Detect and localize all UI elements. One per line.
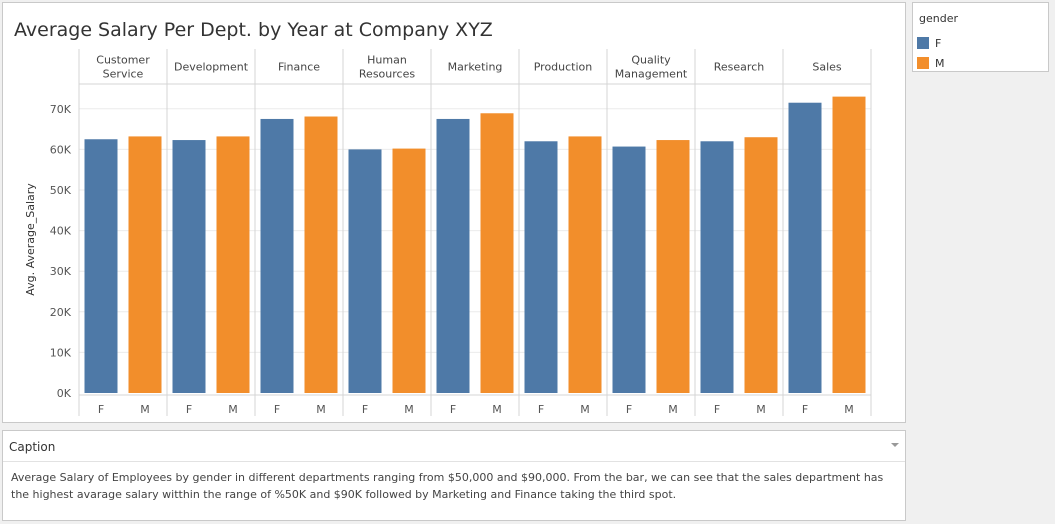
category-label: Quality [631, 54, 671, 67]
y-tick-label: 10K [50, 346, 72, 359]
legend-label-m: M [935, 56, 945, 70]
category-label: Finance [278, 61, 320, 74]
y-tick-label: 60K [50, 143, 72, 156]
category-label: Human [367, 54, 407, 67]
category-label: Service [103, 68, 144, 81]
legend-item-m[interactable]: M [917, 56, 945, 70]
x-tick-label: M [492, 403, 502, 416]
x-tick-label: F [714, 403, 720, 416]
caption-divider [3, 461, 905, 462]
x-tick-label: F [802, 403, 808, 416]
bar-chart: 0K 10K 20K 30K 40K 50K 60K 70K Avg. Average_Sala… [24, 49, 872, 416]
x-tick-label: F [450, 403, 456, 416]
legend-swatch-f [917, 37, 929, 49]
chart-panel: 0K 10K 20K 30K 40K 50K 60K 70K Avg. Average_Sala… [2, 2, 906, 423]
category-label: Customer [96, 54, 150, 67]
x-tick-label: F [626, 403, 632, 416]
y-tick-label: 50K [50, 184, 72, 197]
y-axis-title: Avg. Average_Salary [24, 183, 37, 296]
legend-label-f: F [935, 36, 942, 50]
legend-panel: gender F M [912, 2, 1049, 72]
caption-dropdown-icon[interactable] [891, 443, 899, 447]
bar-f [260, 118, 294, 393]
x-tick-label: M [668, 403, 678, 416]
x-tick-label: M [140, 403, 150, 416]
y-tick-label: 70K [50, 103, 72, 116]
category-label: Development [174, 61, 249, 74]
x-tick-label: F [186, 403, 192, 416]
bar-f [524, 141, 558, 393]
legend-item-f[interactable]: F [917, 36, 941, 50]
bar-m [216, 136, 250, 393]
bar-m [656, 140, 690, 393]
bar-f [612, 146, 646, 393]
x-tick-label: F [538, 403, 544, 416]
bar-m [304, 116, 338, 393]
bar-f [436, 118, 470, 393]
chart-title: Average Salary Per Dept. by Year at Comp… [14, 19, 493, 41]
x-tick-label: M [580, 403, 590, 416]
bar-m [568, 136, 602, 393]
x-tick-label: F [362, 403, 368, 416]
bar-m [832, 96, 866, 394]
y-tick-label: 20K [50, 306, 72, 319]
bar-f [700, 141, 734, 393]
caption-text: Average Salary of Employees by gender in… [11, 471, 884, 501]
bar-f [788, 102, 822, 394]
bar-m [392, 148, 426, 393]
category-label: Marketing [448, 61, 503, 74]
legend-title: gender [919, 12, 958, 25]
x-tick-label: M [756, 403, 766, 416]
x-tick-label: M [228, 403, 238, 416]
bar-f [348, 149, 382, 393]
x-tick-label: M [404, 403, 414, 416]
y-tick-label: 40K [50, 225, 72, 238]
bar-m [744, 137, 778, 393]
legend-swatch-m [917, 57, 929, 69]
x-tick-label: M [844, 403, 854, 416]
bar-f [84, 139, 118, 393]
category-label: Sales [812, 61, 842, 74]
caption-header: Caption [9, 440, 56, 454]
y-tick-label: 0K [57, 387, 72, 400]
bar-m [480, 113, 514, 394]
x-tick-label: F [98, 403, 104, 416]
x-tick-label: F [274, 403, 280, 416]
category-label: Production [534, 61, 593, 74]
category-label: Resources [359, 68, 415, 81]
caption-panel: Caption Average Salary of Employees by g… [2, 430, 906, 521]
bar-m [128, 136, 162, 393]
y-tick-label: 30K [50, 265, 72, 278]
category-label: Research [714, 61, 764, 74]
bar-f [172, 140, 206, 393]
x-tick-label: M [316, 403, 326, 416]
category-label: Management [615, 68, 688, 81]
